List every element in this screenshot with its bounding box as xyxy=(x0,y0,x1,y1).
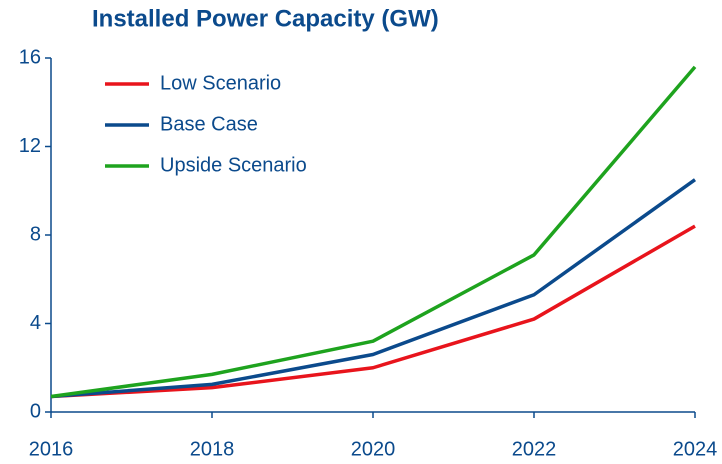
x-tick-label: 2024 xyxy=(673,438,718,460)
line-series xyxy=(50,224,696,399)
x-tick-label: 2022 xyxy=(512,438,557,460)
x-tick-label: 2018 xyxy=(190,438,235,460)
y-tick-label: 16 xyxy=(19,46,41,68)
x-tick-label: 2016 xyxy=(29,438,74,460)
y-tick-label: 0 xyxy=(30,400,41,422)
y-tick-label: 4 xyxy=(30,312,41,334)
y-tick-label: 12 xyxy=(19,135,41,157)
chart-title: Installed Power Capacity (GW) xyxy=(92,5,439,32)
x-tick-label: 2020 xyxy=(351,438,396,460)
line-series xyxy=(50,65,697,399)
legend-label: Upside Scenario xyxy=(160,154,307,176)
line-series xyxy=(50,178,697,399)
legend-label: Low Scenario xyxy=(160,72,281,94)
legend-label: Base Case xyxy=(160,113,258,135)
y-tick-label: 8 xyxy=(30,223,41,245)
